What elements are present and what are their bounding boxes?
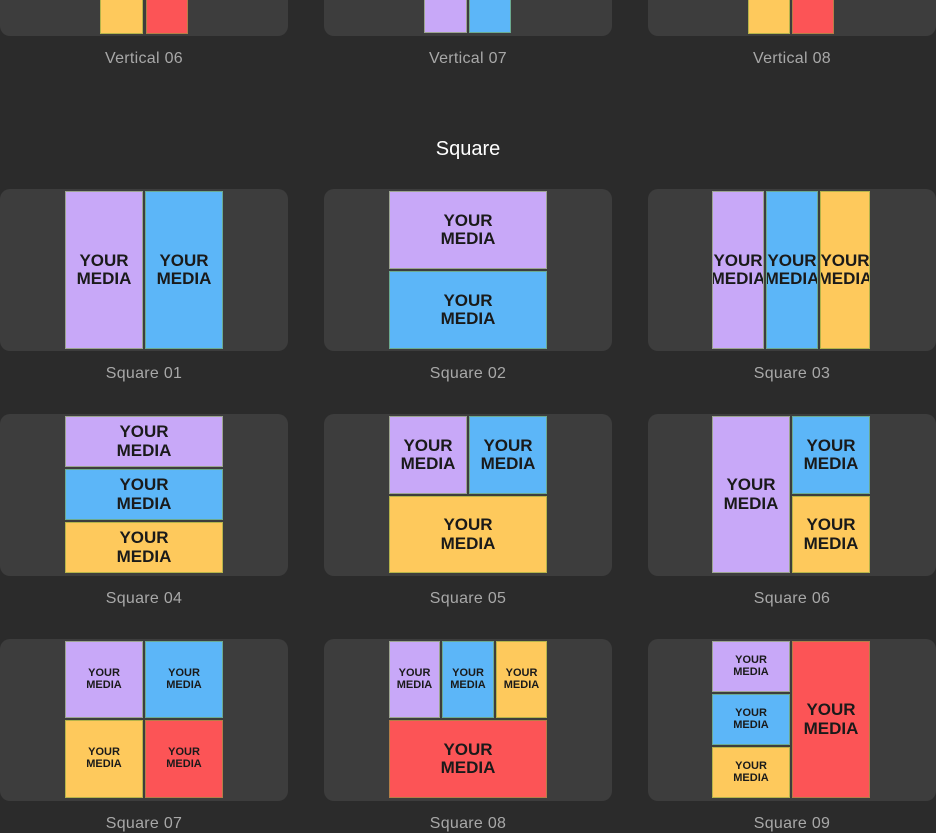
media-placeholder-red: YOUR MEDIA [146, 0, 188, 34]
media-placeholder-purple: YOUR MEDIA [389, 191, 547, 269]
template-label[interactable]: Square 08 [429, 815, 507, 832]
media-placeholder-blue: YOUR MEDIA [792, 416, 870, 494]
template-label[interactable]: Vertical 06 [104, 50, 183, 67]
template-label[interactable]: Square 02 [429, 365, 507, 382]
template-label[interactable]: Square 03 [753, 365, 831, 382]
media-placeholder-red: YOUR MEDIA [792, 641, 870, 798]
media-placeholder-blue: YOUR MEDIA [442, 641, 494, 718]
section-heading-square: Square [435, 138, 501, 160]
media-placeholder-blue: YOUR MEDIA [65, 469, 223, 520]
template-label[interactable]: Vertical 08 [752, 50, 831, 67]
media-placeholder-blue: YOUR MEDIA [712, 694, 790, 745]
template-label[interactable]: Square 01 [105, 365, 183, 382]
media-placeholder-yellow: YOUR MEDIA [792, 496, 870, 573]
media-placeholder-red: YOUR MEDIA [792, 0, 834, 34]
media-placeholder-purple: YOUR MEDIA [712, 641, 790, 692]
media-placeholder-blue: YOUR MEDIA [469, 416, 547, 494]
media-placeholder-purple: YOUR MEDIA [712, 416, 790, 573]
template-card[interactable] [0, 639, 288, 801]
template-label[interactable]: Square 04 [105, 590, 183, 607]
media-placeholder-yellow: YOUR MEDIA [100, 0, 143, 34]
media-placeholder-yellow: YOUR MEDIA [748, 0, 790, 34]
media-placeholder-purple: YOUR MEDIA [712, 191, 764, 349]
media-placeholder-blue: YOUR MEDIA [145, 191, 223, 349]
template-label[interactable]: Square 09 [753, 815, 831, 832]
media-placeholder-purple: YOUR MEDIA [65, 641, 143, 718]
template-card[interactable] [324, 0, 612, 36]
media-placeholder-blue: YOUR MEDIA [766, 191, 818, 349]
media-placeholder-yellow: YOUR MEDIA [65, 522, 223, 573]
media-placeholder-red: YOUR MEDIA [145, 720, 223, 798]
template-label[interactable]: Square 07 [105, 815, 183, 832]
template-card[interactable] [0, 189, 288, 351]
media-placeholder-purple: YOUR MEDIA [65, 416, 223, 467]
media-placeholder-purple: YOUR MEDIA [424, 0, 467, 33]
media-placeholder-blue: YOUR MEDIA [469, 0, 511, 33]
media-placeholder-red: YOUR MEDIA [389, 720, 547, 798]
template-label[interactable]: Square 05 [429, 590, 507, 607]
media-placeholder-purple: YOUR MEDIA [389, 641, 440, 718]
template-label[interactable]: Square 06 [753, 590, 831, 607]
media-placeholder-yellow: YOUR MEDIA [712, 747, 790, 798]
template-card[interactable] [0, 0, 288, 36]
media-placeholder-purple: YOUR MEDIA [389, 416, 467, 494]
media-placeholder-yellow: YOUR MEDIA [496, 641, 547, 718]
media-placeholder-yellow: YOUR MEDIA [65, 720, 143, 798]
media-placeholder-blue: YOUR MEDIA [145, 641, 223, 718]
media-placeholder-yellow: YOUR MEDIA [389, 496, 547, 573]
template-label[interactable]: Vertical 07 [428, 50, 507, 67]
media-placeholder-purple: YOUR MEDIA [65, 191, 143, 349]
media-placeholder-blue: YOUR MEDIA [389, 271, 547, 349]
media-placeholder-yellow: YOUR MEDIA [820, 191, 870, 349]
